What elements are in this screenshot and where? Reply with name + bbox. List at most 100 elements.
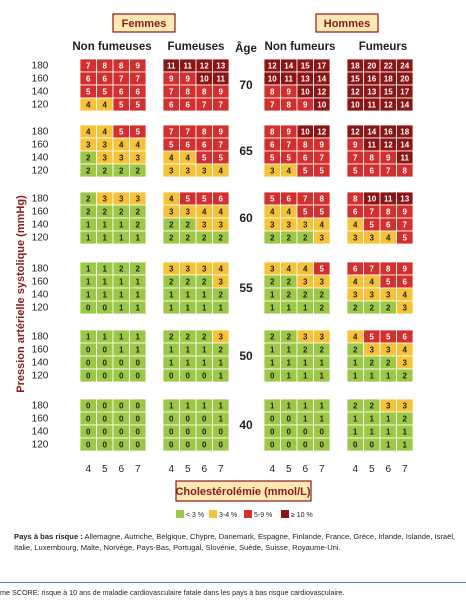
cell-value: 1 (353, 371, 358, 380)
cholesterol-tick: 5 (286, 464, 292, 475)
cell-value: 2 (86, 166, 91, 175)
cell-value: 0 (303, 427, 308, 436)
heatmap-cell (129, 97, 147, 112)
cell-value: 7 (370, 264, 375, 273)
cell-value: 1 (403, 440, 408, 449)
cholesterol-tick: 6 (385, 464, 391, 475)
cell-value: 15 (351, 74, 360, 83)
cell-value: 1 (270, 401, 275, 410)
bp-tick-160: 160 (32, 74, 49, 85)
cell-value: 9 (219, 87, 224, 96)
cell-value: 5 (103, 87, 108, 96)
bp-tick-120: 120 (32, 166, 49, 177)
cell-value: 1 (86, 332, 91, 341)
cell-value: 5 (86, 87, 91, 96)
cell-value: 7 (320, 153, 325, 162)
cell-value: 4 (219, 166, 224, 175)
heatmap-cell (396, 300, 414, 315)
cholesterol-tick: 6 (201, 464, 207, 475)
legend-swatch (209, 510, 217, 518)
cell-value: 12 (384, 100, 393, 109)
cell-value: 1 (219, 303, 224, 312)
cell-value: 5 (186, 194, 191, 203)
cell-value: 14 (317, 74, 326, 83)
cell-value: 0 (320, 440, 325, 449)
cell-value: 4 (219, 207, 224, 216)
cell-value: 1 (303, 358, 308, 367)
cell-value: 12 (317, 87, 326, 96)
cell-value: 1 (386, 371, 391, 380)
cell-value: 8 (186, 87, 191, 96)
cell-value: 0 (270, 414, 275, 423)
cell-value: 2 (136, 264, 141, 273)
age-label-40: 40 (239, 418, 253, 432)
cell-value: 4 (186, 153, 191, 162)
cell-value: 0 (219, 440, 224, 449)
cell-value: 13 (400, 194, 409, 203)
cholesterol-tick: 7 (402, 464, 408, 475)
cell-value: 12 (317, 127, 326, 136)
bp-tick-140: 140 (32, 358, 49, 369)
cell-value: 8 (320, 194, 325, 203)
cell-value: 7 (136, 74, 141, 83)
cell-value: 3 (186, 264, 191, 273)
cell-value: 0 (103, 440, 108, 449)
cell-value: 9 (287, 127, 292, 136)
cholesterol-tick: 4 (85, 464, 91, 475)
cell-value: 1 (219, 371, 224, 380)
cell-value: 3 (219, 332, 224, 341)
cell-value: 2 (186, 233, 191, 242)
cell-value: 3 (403, 303, 408, 312)
cell-value: 0 (103, 371, 108, 380)
bp-tick-140: 140 (32, 87, 49, 98)
heatmap-cell (313, 300, 331, 315)
cell-value: 5 (403, 233, 408, 242)
cell-value: 12 (351, 87, 360, 96)
cell-value: 1 (219, 414, 224, 423)
cell-value: 2 (287, 290, 292, 299)
cell-value: 14 (284, 61, 293, 70)
cell-value: 3 (403, 401, 408, 410)
cell-value: 3 (320, 233, 325, 242)
cell-value: 4 (353, 277, 358, 286)
cell-value: 2 (287, 233, 292, 242)
bp-tick-120: 120 (32, 303, 49, 314)
cell-value: 5 (303, 207, 308, 216)
cell-value: 2 (270, 277, 275, 286)
cell-value: 1 (287, 358, 292, 367)
cell-value: 4 (353, 332, 358, 341)
cell-value: 1 (320, 358, 325, 367)
heatmap-cell (212, 300, 230, 315)
bp-tick-180: 180 (32, 401, 49, 412)
cell-value: 1 (136, 345, 141, 354)
cell-value: 1 (119, 277, 124, 286)
cholesterol-tick: 5 (102, 464, 108, 475)
cell-value: 2 (370, 401, 375, 410)
cell-value: 6 (86, 74, 91, 83)
low-risk-countries-prefix: Pays à bas risque : (14, 532, 83, 541)
cell-value: 3 (202, 264, 207, 273)
cell-value: 0 (169, 414, 174, 423)
men-header-box (315, 13, 379, 33)
heatmap-cell (212, 368, 230, 383)
cell-value: 1 (287, 401, 292, 410)
cell-value: 3 (403, 358, 408, 367)
cell-value: 2 (287, 332, 292, 341)
cell-value: 1 (386, 440, 391, 449)
cell-value: 1 (202, 303, 207, 312)
cell-value: 0 (86, 345, 91, 354)
figure-caption: me SCORE: risque à 10 ans de maladie car… (0, 588, 345, 597)
cell-value: 12 (268, 61, 277, 70)
cell-value: 0 (287, 427, 292, 436)
bp-tick-180: 180 (32, 61, 49, 72)
cell-value: 0 (136, 440, 141, 449)
cell-value: 2 (186, 277, 191, 286)
legend-swatch (176, 510, 184, 518)
cholesterol-tick: 6 (118, 464, 124, 475)
cell-value: 0 (202, 414, 207, 423)
bp-tick-140: 140 (32, 427, 49, 438)
cell-value: 0 (86, 371, 91, 380)
cell-value: 3 (370, 233, 375, 242)
cell-value: 13 (216, 61, 225, 70)
cell-value: 14 (400, 140, 409, 149)
